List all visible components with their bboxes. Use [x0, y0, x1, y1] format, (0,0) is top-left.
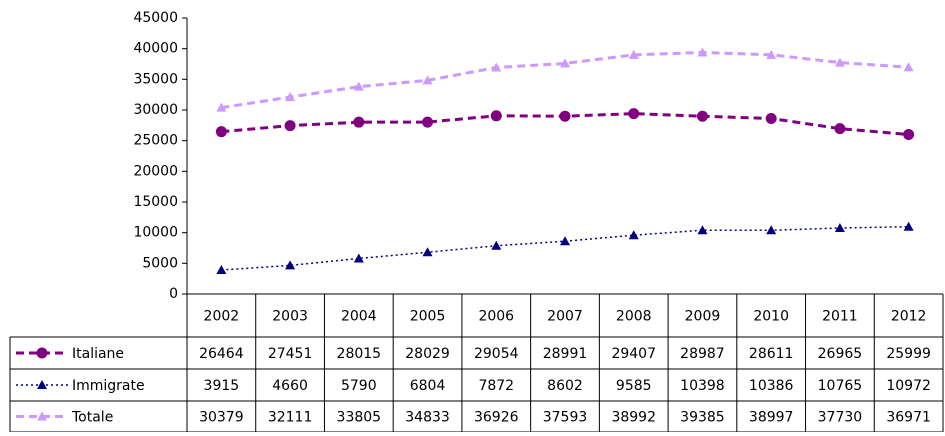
x-tick-label: 2003	[272, 309, 308, 325]
table-value: 32111	[268, 410, 313, 426]
marker	[560, 236, 570, 246]
x-tick-label: 2004	[341, 309, 377, 325]
y-tick-label: 30000	[133, 102, 178, 118]
marker	[696, 110, 708, 122]
marker	[216, 264, 227, 274]
table-value: 4660	[272, 378, 308, 394]
table-value: 30379	[199, 410, 244, 426]
legend-label: Italiane	[72, 346, 124, 362]
series-line	[221, 225, 909, 271]
table-value: 28991	[543, 346, 588, 362]
x-tick-label: 2005	[410, 309, 446, 325]
marker	[765, 113, 777, 125]
y-tick-label: 20000	[133, 163, 178, 179]
table-value: 36926	[474, 410, 519, 426]
legend-label: Totale	[71, 410, 113, 426]
table-value: 29407	[611, 346, 656, 362]
table-value: 28015	[337, 346, 382, 362]
table-value: 36971	[886, 410, 931, 426]
x-tick-label: 2007	[547, 309, 583, 325]
table-value: 28611	[749, 346, 794, 362]
marker	[215, 126, 227, 138]
x-tick-label: 2009	[685, 309, 721, 325]
y-tick-label: 25000	[133, 133, 178, 149]
table-value: 9585	[616, 378, 652, 394]
marker	[834, 123, 846, 135]
marker	[766, 225, 777, 235]
table-value: 6804	[410, 378, 446, 394]
marker	[285, 92, 296, 102]
table-value: 28987	[680, 346, 725, 362]
y-tick-label: 15000	[133, 194, 178, 210]
marker	[422, 116, 434, 128]
table-value: 25999	[886, 346, 931, 362]
table-value: 29054	[474, 346, 519, 362]
x-tick-label: 2006	[478, 309, 514, 325]
marker	[491, 62, 502, 72]
marker	[903, 62, 914, 72]
y-tick-label: 10000	[133, 225, 178, 241]
marker	[834, 57, 845, 67]
table-value: 34833	[405, 410, 450, 426]
marker	[353, 253, 364, 263]
table-value: 5790	[341, 378, 377, 394]
table-value: 10398	[680, 378, 725, 394]
legend-label: Immigrate	[72, 378, 145, 394]
y-tick-label: 5000	[142, 255, 178, 271]
x-tick-label: 2008	[616, 309, 652, 325]
table-value: 37593	[543, 410, 588, 426]
marker	[560, 58, 570, 68]
table-value: 38997	[749, 410, 794, 426]
y-tick-label: 40000	[133, 41, 178, 57]
marker	[559, 110, 571, 122]
series-line	[221, 50, 909, 110]
marker	[628, 230, 639, 240]
table-value: 33805	[337, 410, 382, 426]
marker	[766, 49, 777, 59]
marker	[216, 102, 227, 112]
marker	[697, 47, 708, 57]
marker	[903, 221, 914, 231]
table-value: 28029	[405, 346, 450, 362]
table-value: 3915	[204, 378, 240, 394]
marker	[628, 49, 639, 59]
table-value: 39385	[680, 410, 725, 426]
x-tick-label: 2011	[822, 309, 858, 325]
legend-marker	[36, 347, 48, 359]
table-value: 10765	[818, 378, 863, 394]
y-tick-label: 45000	[133, 10, 178, 26]
table-value: 10386	[749, 378, 794, 394]
marker	[491, 240, 502, 250]
marker	[285, 260, 296, 270]
x-tick-label: 2002	[204, 309, 240, 325]
marker	[834, 222, 845, 232]
marker	[697, 225, 708, 235]
marker	[903, 129, 915, 141]
marker	[353, 116, 365, 128]
table-value: 38992	[611, 410, 656, 426]
table-value: 26965	[818, 346, 863, 362]
legend-marker	[37, 411, 47, 421]
marker	[353, 81, 364, 91]
table-value: 26464	[199, 346, 244, 362]
marker	[284, 120, 296, 132]
table-value: 8602	[547, 378, 583, 394]
legend-marker	[37, 380, 47, 389]
marker	[422, 75, 433, 85]
table-value: 37730	[818, 410, 863, 426]
x-tick-label: 2010	[753, 309, 789, 325]
marker	[628, 108, 640, 120]
x-tick-label: 2012	[891, 309, 927, 325]
marker	[490, 110, 502, 122]
table-value: 27451	[268, 346, 313, 362]
marker	[422, 247, 433, 257]
table-value: 7872	[478, 378, 514, 394]
y-tick-label: 0	[169, 286, 178, 302]
table-value: 10972	[886, 378, 931, 394]
y-tick-label: 35000	[133, 71, 178, 87]
